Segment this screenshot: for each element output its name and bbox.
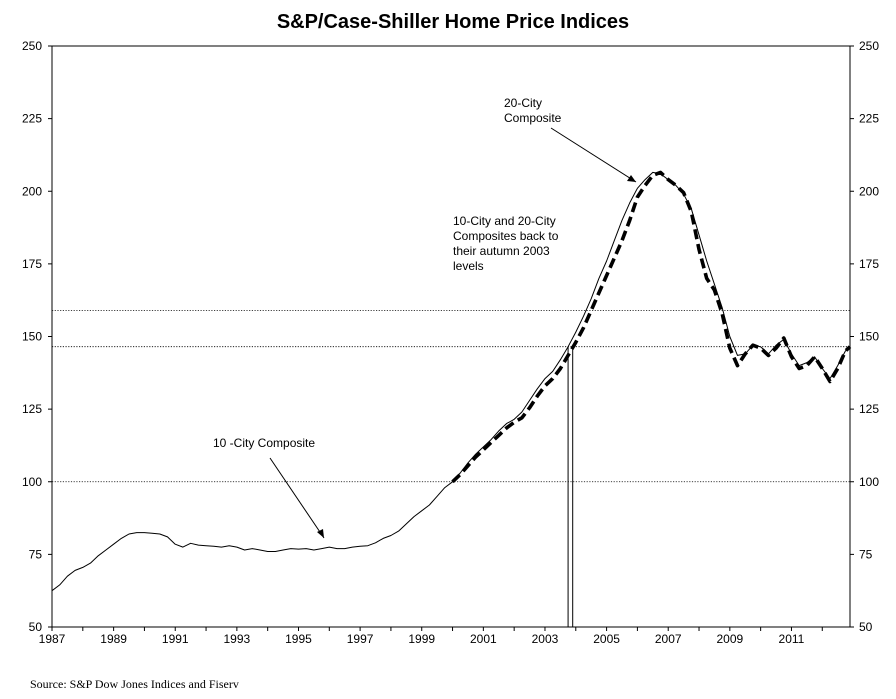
x-tick-label: 1989 xyxy=(100,632,127,646)
y-tick-label-left: 150 xyxy=(22,330,42,344)
y-tick-label-right: 150 xyxy=(859,330,879,344)
annotation-line: levels xyxy=(453,259,484,273)
y-tick-label-right: 75 xyxy=(859,547,873,561)
y-tick-label-left: 200 xyxy=(22,184,42,198)
annotation-line: Composites back to xyxy=(453,229,559,243)
chart-title: S&P/Case-Shiller Home Price Indices xyxy=(277,11,629,33)
annotation-arrowhead xyxy=(317,529,324,538)
y-tick-label-right: 125 xyxy=(859,402,879,416)
annotation-line: their autumn 2003 xyxy=(453,244,550,258)
y-tick-label-left: 50 xyxy=(29,620,43,634)
annotation-20-city: 20-City Composite xyxy=(504,96,562,125)
reference-lines xyxy=(52,309,850,483)
source-note: Source: S&P Dow Jones Indices and Fiserv xyxy=(30,677,239,691)
annotation-line: 20-City xyxy=(504,96,542,110)
x-tick-label: 2005 xyxy=(593,632,620,646)
annotation-arrow xyxy=(550,127,637,183)
y-tick-label-left: 250 xyxy=(22,39,42,53)
x-tick-label: 2001 xyxy=(470,632,497,646)
x-tick-label: 2009 xyxy=(716,632,743,646)
x-tick-label: 2011 xyxy=(779,632,805,646)
x-tick-label: 2003 xyxy=(532,632,559,646)
series-line-10-city xyxy=(51,171,851,592)
x-tick-label: 1997 xyxy=(347,632,374,646)
annotation-line: 10-City and 20-City xyxy=(453,214,556,228)
annotation-arrowhead xyxy=(627,175,636,182)
y-tick-label-right: 250 xyxy=(859,39,879,53)
y-tick-label-left: 100 xyxy=(22,475,42,489)
series-line-20-city xyxy=(451,170,852,484)
x-tick-label: 2007 xyxy=(655,632,682,646)
axis-ticks: 50 50 75 75 100 100 125 125 150 150 175 175 200 200 22… xyxy=(22,39,879,646)
x-tick-label: 1999 xyxy=(408,632,435,646)
annotations: 20-City Composite 10-City and 20-City Co… xyxy=(213,96,637,539)
annotation-line: Composite xyxy=(504,111,562,125)
y-tick-label-right: 175 xyxy=(859,257,879,271)
y-tick-label-right: 200 xyxy=(859,184,879,198)
y-tick-label-right: 100 xyxy=(859,475,879,489)
y-tick-label-left: 225 xyxy=(22,112,42,126)
x-tick-label: 1993 xyxy=(224,632,251,646)
x-tick-label: 1987 xyxy=(39,632,66,646)
vertical-markers xyxy=(567,346,574,627)
series-group xyxy=(51,170,852,592)
annotation-10-city: 10 -City Composite xyxy=(213,436,315,450)
annotation-arrow xyxy=(269,457,325,539)
y-tick-label-left: 125 xyxy=(22,402,42,416)
x-tick-label: 1995 xyxy=(285,632,312,646)
y-tick-label-left: 75 xyxy=(29,547,43,561)
y-tick-label-right: 50 xyxy=(859,620,873,634)
y-tick-label-right: 225 xyxy=(859,112,879,126)
y-tick-label-left: 175 xyxy=(22,257,42,271)
x-tick-label: 1991 xyxy=(162,632,189,646)
annotation-back-to-2003: 10-City and 20-City Composites back to t… xyxy=(453,214,562,273)
